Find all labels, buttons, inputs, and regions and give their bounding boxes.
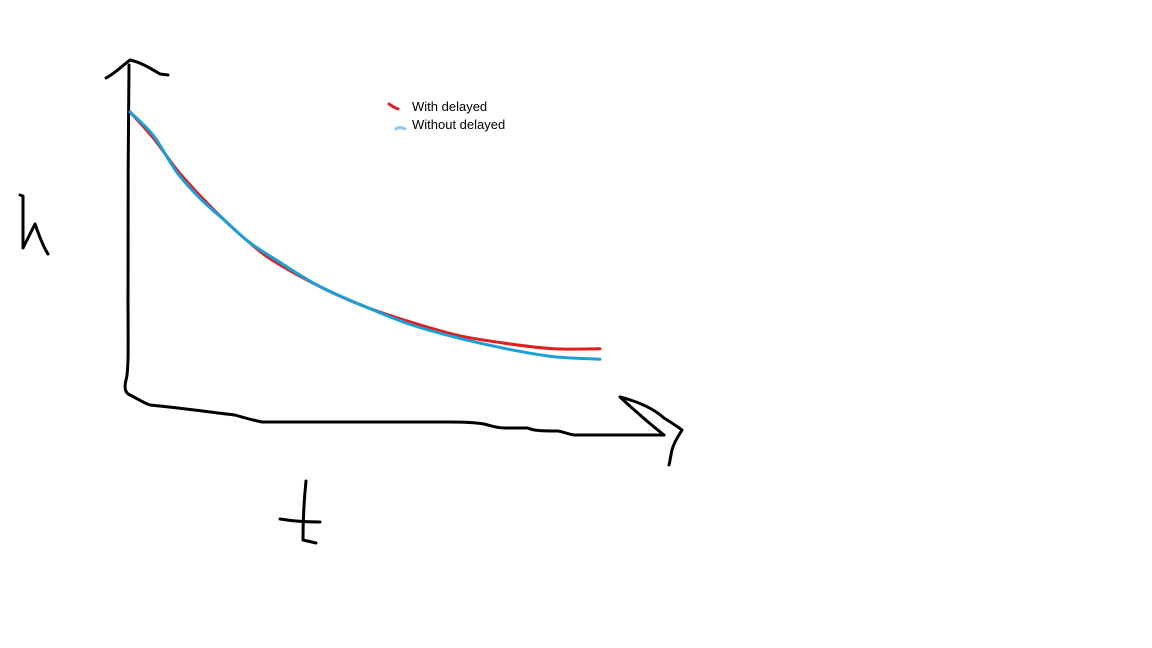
series-layer xyxy=(128,110,602,361)
legend: With delayed Without delayed xyxy=(387,99,505,132)
blue-stroke-swatch xyxy=(394,126,407,131)
axes xyxy=(104,58,684,467)
y-axis-line xyxy=(123,63,132,397)
red-stroke-swatch xyxy=(387,102,400,111)
x-axis-line xyxy=(128,393,666,437)
legend-label-with-delayed: With delayed xyxy=(412,99,487,114)
series-line-without-delayed xyxy=(128,110,602,361)
y-axis-arrowhead xyxy=(104,58,170,80)
ylabel-glyph-h xyxy=(18,193,50,256)
series-line-with-delayed xyxy=(128,110,602,351)
legend-item-with-delayed: With delayed xyxy=(387,99,487,114)
x-axis-arrowhead xyxy=(618,395,684,467)
legend-item-without-delayed: Without delayed xyxy=(394,117,505,132)
legend-label-without-delayed: Without delayed xyxy=(412,117,505,132)
xlabel-glyph-t xyxy=(278,479,322,545)
